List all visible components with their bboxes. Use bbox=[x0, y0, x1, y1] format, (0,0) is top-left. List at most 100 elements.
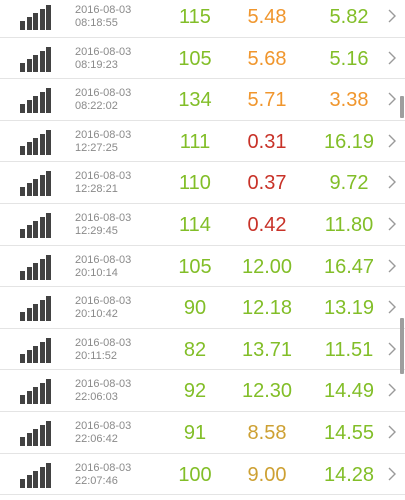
chevron-right-icon[interactable] bbox=[387, 175, 397, 189]
list-item[interactable]: 2016-08-03 12:29:45 114 0.42 11.80 bbox=[0, 203, 405, 246]
date-text: 2016-08-03 bbox=[75, 461, 132, 474]
timestamp: 2016-08-03 22:06:42 bbox=[75, 420, 131, 446]
value-2: 13.71 bbox=[241, 338, 293, 361]
list-item[interactable]: 2016-08-03 20:10:14 105 12.00 16.47 bbox=[0, 245, 405, 288]
time-text: 12:29:45 bbox=[75, 224, 118, 237]
value-2: 12.18 bbox=[241, 297, 293, 320]
timestamp: 2016-08-03 12:29:45 bbox=[75, 212, 131, 238]
date-text: 2016-08-03 bbox=[75, 253, 132, 266]
value-2: 5.48 bbox=[247, 6, 287, 28]
timestamp: 2016-08-03 22:06:03 bbox=[75, 378, 131, 404]
date-text: 2016-08-03 bbox=[75, 128, 132, 141]
list-item[interactable]: 2016-08-03 08:19:23 105 5.68 5.16 bbox=[0, 37, 405, 80]
chevron-right-icon[interactable] bbox=[387, 92, 397, 106]
time-text: 08:22:02 bbox=[75, 100, 118, 113]
scrollbar-thumb[interactable] bbox=[400, 318, 404, 374]
time-text: 12:27:25 bbox=[75, 141, 118, 154]
value-3: 16.47 bbox=[323, 255, 375, 278]
time-text: 12:28:21 bbox=[75, 183, 118, 196]
chevron-right-icon[interactable] bbox=[387, 425, 397, 439]
value-1: 82 bbox=[183, 338, 207, 361]
list-item[interactable]: 2016-08-03 22:06:03 92 12.30 14.49 bbox=[0, 370, 405, 412]
chevron-right-icon[interactable] bbox=[387, 467, 397, 481]
chevron-right-icon[interactable] bbox=[387, 51, 397, 65]
value-3: 13.19 bbox=[323, 297, 375, 320]
time-text: 08:19:23 bbox=[75, 58, 118, 71]
value-1: 105 bbox=[178, 47, 212, 70]
scrollbar-thumb-top[interactable] bbox=[400, 96, 404, 118]
list-item[interactable]: 2016-08-03 08:18:55 115 5.48 5.82 bbox=[0, 0, 405, 38]
value-2: 5.68 bbox=[247, 47, 287, 70]
list-item[interactable]: 2016-08-03 08:22:02 134 5.71 3.38 bbox=[0, 79, 405, 121]
value-3: 14.28 bbox=[323, 463, 375, 486]
signal-bars-icon bbox=[20, 129, 52, 155]
date-text: 2016-08-03 bbox=[75, 295, 132, 308]
list-item[interactable]: 2016-08-03 20:11:52 82 13.71 11.51 bbox=[0, 328, 405, 371]
chevron-right-icon[interactable] bbox=[387, 134, 397, 148]
time-text: 22:06:42 bbox=[75, 432, 118, 445]
value-1: 91 bbox=[183, 421, 207, 444]
list-item[interactable]: 2016-08-03 12:28:21 110 0.37 9.72 bbox=[0, 162, 405, 204]
date-text: 2016-08-03 bbox=[75, 211, 132, 224]
chevron-right-icon[interactable] bbox=[387, 9, 397, 23]
value-1: 100 bbox=[178, 463, 212, 486]
date-text: 2016-08-03 bbox=[75, 419, 132, 432]
timestamp: 2016-08-03 12:28:21 bbox=[75, 170, 131, 196]
value-1: 134 bbox=[178, 89, 212, 112]
value-3: 5.82 bbox=[329, 6, 369, 28]
signal-bars-icon bbox=[20, 171, 52, 197]
value-2: 0.31 bbox=[247, 130, 287, 153]
signal-bars-icon bbox=[20, 337, 52, 363]
value-3: 16.19 bbox=[323, 130, 375, 153]
value-3: 14.49 bbox=[323, 380, 375, 403]
signal-bars-icon bbox=[20, 462, 52, 488]
value-1: 92 bbox=[183, 380, 207, 403]
signal-bars-icon bbox=[20, 5, 52, 30]
timestamp: 2016-08-03 12:27:25 bbox=[75, 129, 131, 155]
value-3: 9.72 bbox=[329, 172, 369, 195]
timestamp: 2016-08-03 08:18:55 bbox=[75, 4, 131, 30]
date-text: 2016-08-03 bbox=[75, 378, 132, 391]
signal-bars-icon bbox=[20, 212, 52, 238]
time-text: 20:11:52 bbox=[75, 349, 118, 362]
value-2: 12.30 bbox=[241, 380, 293, 403]
chevron-right-icon[interactable] bbox=[387, 217, 397, 231]
value-1: 111 bbox=[179, 130, 211, 153]
value-3: 5.16 bbox=[329, 47, 369, 70]
timestamp: 2016-08-03 08:19:23 bbox=[75, 46, 131, 72]
date-text: 2016-08-03 bbox=[75, 45, 132, 58]
signal-bars-icon bbox=[20, 88, 52, 114]
signal-bars-icon bbox=[20, 296, 52, 322]
list-item[interactable]: 2016-08-03 22:07:46 100 9.00 14.28 bbox=[0, 453, 405, 496]
value-2: 0.42 bbox=[247, 213, 287, 236]
list-item[interactable]: 2016-08-03 22:06:42 91 8.58 14.55 bbox=[0, 411, 405, 454]
timestamp: 2016-08-03 22:07:46 bbox=[75, 462, 131, 488]
value-1: 114 bbox=[179, 213, 211, 236]
value-2: 5.71 bbox=[247, 89, 287, 112]
signal-bars-icon bbox=[20, 254, 52, 280]
chevron-right-icon[interactable] bbox=[387, 259, 397, 273]
time-text: 08:18:55 bbox=[75, 17, 118, 29]
date-text: 2016-08-03 bbox=[75, 87, 132, 100]
value-3: 11.80 bbox=[324, 213, 374, 236]
chevron-right-icon[interactable] bbox=[387, 383, 397, 397]
value-3: 3.38 bbox=[329, 89, 369, 112]
signal-bars-icon bbox=[20, 379, 52, 405]
chevron-right-icon[interactable] bbox=[387, 300, 397, 314]
date-text: 2016-08-03 bbox=[75, 170, 132, 183]
value-3: 14.55 bbox=[323, 421, 375, 444]
chevron-right-icon[interactable] bbox=[387, 342, 397, 356]
time-text: 20:10:42 bbox=[75, 308, 118, 321]
date-text: 2016-08-03 bbox=[75, 336, 132, 349]
list-item[interactable]: 2016-08-03 20:10:42 90 12.18 13.19 bbox=[0, 287, 405, 329]
timestamp: 2016-08-03 20:11:52 bbox=[75, 337, 131, 363]
date-text: 2016-08-03 bbox=[75, 4, 132, 16]
value-1: 105 bbox=[178, 255, 212, 278]
value-1: 115 bbox=[179, 6, 211, 28]
value-3: 11.51 bbox=[324, 338, 374, 361]
timestamp: 2016-08-03 20:10:42 bbox=[75, 295, 131, 321]
value-2: 12.00 bbox=[241, 255, 293, 278]
value-2: 8.58 bbox=[247, 421, 287, 444]
list-item[interactable]: 2016-08-03 12:27:25 111 0.31 16.19 bbox=[0, 120, 405, 163]
